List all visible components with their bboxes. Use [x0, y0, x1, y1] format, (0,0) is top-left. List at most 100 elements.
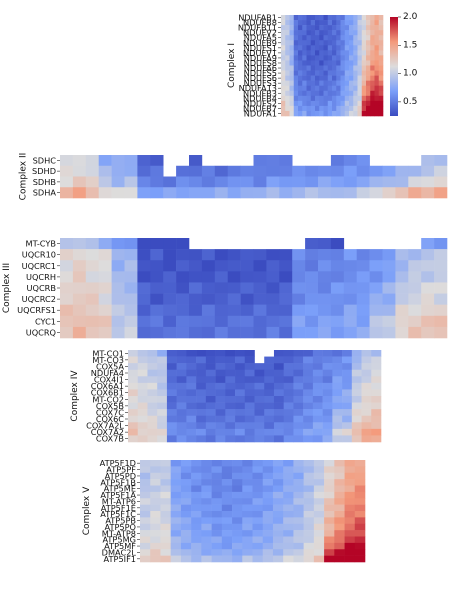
heatmap-cell: [147, 428, 158, 436]
heatmap-cell: [72, 293, 87, 305]
heatmap-cell: [137, 304, 151, 317]
heatmap-cell: [176, 326, 190, 339]
heatmap-cell: [293, 491, 304, 499]
heatmap-cell: [85, 315, 99, 328]
heatmap-cell: [214, 315, 228, 328]
heatmap-cell: [344, 15, 350, 21]
heatmap-cell: [285, 50, 290, 56]
heatmap-cell: [170, 479, 182, 486]
heatmap-cell: [111, 176, 125, 188]
heatmap-cell: [283, 415, 294, 423]
heatmap-cell: [266, 165, 280, 177]
heatmap-cell: [332, 369, 343, 377]
heatmap-cell: [313, 517, 325, 525]
heatmap-cell: [283, 460, 294, 467]
heatmap-cell: [374, 110, 380, 117]
heatmap-cell: [253, 326, 267, 339]
heatmap-cell: [342, 369, 353, 377]
heatmap-cell: [170, 517, 182, 525]
heatmap-cell: [293, 517, 304, 525]
heatmap-cell: [191, 504, 202, 512]
heatmap-cell: [306, 60, 312, 66]
heatmap-cell: [191, 485, 202, 493]
heatmap-cell: [214, 304, 228, 317]
heatmap-cell: [196, 356, 207, 364]
heatmap-cell: [310, 30, 316, 36]
heatmap-cell: [215, 363, 226, 371]
heatmap-cell: [332, 55, 337, 61]
heatmap-cell: [254, 415, 265, 423]
heatmap-cell: [357, 90, 363, 97]
heatmap-cell: [211, 498, 223, 505]
heatmap-cell: [137, 238, 151, 250]
heatmap-cell: [366, 60, 371, 66]
heatmap-cell: [354, 542, 366, 550]
heatmap-cell: [176, 315, 190, 328]
heatmap-cell: [354, 555, 366, 563]
heatmap-cell: [408, 176, 422, 188]
heatmap-cell: [370, 80, 375, 86]
heatmap-cell: [252, 460, 264, 467]
heatmap-cell: [366, 45, 371, 51]
heatmap-cell: [293, 110, 299, 117]
heatmap-cell: [227, 260, 241, 272]
heatmap-cell: [354, 549, 366, 556]
heatmap-cell: [272, 460, 284, 467]
heatmap-cell: [211, 555, 223, 563]
row-label: MT-CO1: [92, 348, 124, 358]
heatmap-cell: [244, 382, 255, 390]
heatmap-cell: [336, 40, 341, 46]
heatmap-cell: [353, 35, 358, 41]
heatmap-cell: [303, 517, 315, 525]
heatmap-cell: [285, 55, 290, 61]
heatmap-cell: [170, 549, 182, 556]
heatmap-cell: [221, 472, 233, 480]
heatmap-cell: [378, 65, 384, 71]
heatmap-cell: [382, 304, 396, 317]
heatmap-cell: [378, 25, 384, 31]
heatmap-cell: [382, 176, 396, 188]
heatmap-cell: [176, 415, 187, 423]
heatmap-cell: [252, 517, 264, 525]
heatmap-cell: [111, 249, 125, 261]
heatmap-cell: [72, 165, 87, 177]
heatmap-cell: [157, 402, 168, 410]
heatmap-cell: [72, 260, 87, 272]
heatmap-cell: [137, 428, 148, 436]
heatmap-cell: [283, 511, 294, 518]
heatmap-cell: [266, 249, 280, 261]
heatmap-cell: [128, 402, 139, 410]
heatmap-cell: [322, 428, 333, 436]
heatmap-cell: [235, 356, 246, 364]
heatmap-cell: [201, 485, 212, 493]
heatmap-cell: [323, 30, 329, 36]
heatmap-cell: [315, 35, 320, 41]
heatmap-cell: [281, 15, 286, 21]
heatmap-cell: [176, 396, 187, 403]
heatmap-cell: [340, 35, 346, 41]
heatmap-cell: [60, 282, 74, 294]
heatmap-cell: [313, 491, 325, 499]
heatmap-cell: [374, 100, 380, 107]
heatmap-cell: [279, 315, 293, 328]
heatmap-cell: [370, 90, 375, 97]
heatmap-cell: [305, 271, 319, 283]
heatmap-cell: [147, 435, 158, 443]
colorbar-tick-label: 1.5: [403, 40, 417, 50]
heatmap-cell: [191, 549, 202, 556]
heatmap-cell: [302, 20, 307, 26]
heatmap-cell: [196, 350, 207, 357]
heatmap-cell: [205, 402, 216, 410]
heatmap-cell: [361, 105, 367, 112]
heatmap-cell: [244, 415, 255, 423]
heatmap-cell: [361, 422, 372, 430]
heatmap-cell: [232, 511, 243, 518]
heatmap-cell: [310, 65, 316, 71]
heatmap-cell: [298, 50, 303, 56]
heatmap-cell: [374, 20, 380, 26]
heatmap-cell: [98, 165, 112, 177]
heatmap-cell: [353, 45, 358, 51]
heatmap-cell: [327, 110, 333, 117]
heatmap-cell: [327, 90, 333, 97]
heatmap-cell: [351, 376, 362, 384]
